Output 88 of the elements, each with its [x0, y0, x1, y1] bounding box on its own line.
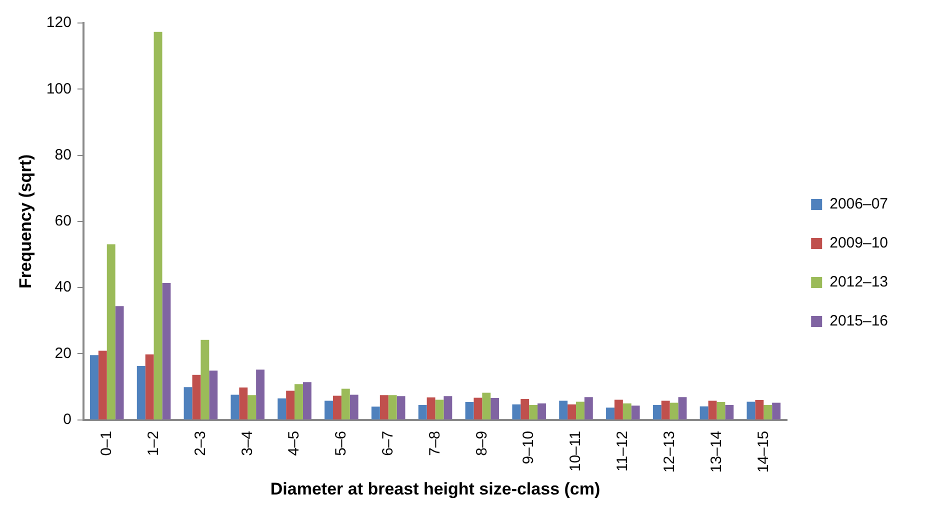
y-tick-label: 120 [46, 14, 72, 32]
y-tick-label: 0 [63, 411, 72, 428]
bar [333, 396, 342, 420]
bar [725, 405, 734, 420]
x-tick-label: 0–1 [98, 430, 116, 456]
x-tick-label: 7–8 [426, 430, 444, 456]
bar [192, 374, 201, 420]
bar [154, 32, 162, 420]
bar [418, 405, 427, 420]
y-tick-label: 60 [54, 212, 72, 230]
bar [184, 387, 192, 420]
bar [606, 408, 614, 420]
bar [239, 387, 248, 420]
bar [772, 402, 781, 420]
bar [700, 406, 708, 420]
legend-label: 2012–13 [830, 274, 888, 291]
bar [396, 396, 406, 420]
bar [162, 282, 171, 420]
x-tick-label: 8–9 [473, 430, 490, 456]
legend-label: 2006–07 [830, 196, 888, 213]
x-tick-label: 11–12 [614, 430, 632, 472]
bar [755, 400, 764, 420]
x-tick-label: 5–6 [332, 430, 350, 456]
bar [444, 396, 452, 420]
bar [380, 395, 388, 420]
y-tick-label: 100 [46, 80, 72, 98]
bar [248, 395, 256, 420]
x-tick-label: 9–10 [520, 430, 538, 464]
legend-label: 2015–16 [830, 312, 888, 330]
legend-label: 2009–10 [830, 234, 888, 252]
y-tick-label: 40 [54, 278, 72, 296]
bar [568, 404, 576, 420]
bar [98, 350, 107, 420]
x-tick-label: 12–13 [660, 430, 678, 473]
bar [490, 398, 500, 420]
x-axis-title: Diameter at breast height size-class (cm) [270, 479, 600, 498]
bar [746, 402, 756, 420]
bar [474, 398, 482, 420]
bar [661, 400, 670, 420]
x-tick-label: 14–15 [754, 430, 772, 473]
bar [209, 370, 218, 420]
bar [115, 306, 124, 420]
bar [256, 370, 265, 420]
bar [622, 403, 632, 420]
bar [324, 400, 333, 420]
bar [520, 399, 530, 420]
bar [614, 400, 623, 420]
bar [145, 354, 154, 420]
bar [350, 394, 358, 420]
bar [716, 402, 726, 420]
bar [652, 405, 662, 420]
bar [529, 405, 538, 420]
bar [678, 397, 687, 420]
bar [200, 340, 210, 420]
bar [286, 390, 295, 420]
bar [584, 397, 593, 420]
bar [764, 405, 772, 420]
bar [302, 382, 312, 420]
bar [512, 404, 521, 420]
bar [294, 384, 303, 420]
bar [576, 402, 584, 420]
bar [341, 388, 350, 420]
x-tick-label: 13–14 [708, 430, 725, 473]
bar [708, 400, 717, 420]
bar [90, 355, 98, 420]
x-tick-label: 1–2 [144, 430, 162, 456]
x-tick-label: 2–3 [192, 430, 209, 456]
y-tick-label: 80 [54, 146, 72, 164]
bar [426, 397, 436, 420]
bar [388, 395, 397, 420]
bar [670, 402, 678, 420]
bar [136, 366, 146, 420]
x-tick-label: 4–5 [286, 430, 303, 456]
bar [371, 406, 380, 420]
x-tick-label: 6–7 [379, 430, 396, 456]
bar [465, 402, 474, 420]
y-tick-label: 20 [54, 344, 72, 362]
x-tick-label: 3–4 [238, 430, 256, 456]
bar [482, 392, 491, 420]
y-axis-title: Frequency (sqrt) [16, 154, 35, 289]
x-tick-label: 10–11 [567, 430, 584, 472]
bar [631, 406, 640, 420]
bar [278, 398, 286, 420]
bar [559, 400, 568, 420]
bar [538, 403, 546, 420]
bar [106, 244, 116, 420]
bar [435, 400, 444, 420]
bar [230, 394, 240, 420]
